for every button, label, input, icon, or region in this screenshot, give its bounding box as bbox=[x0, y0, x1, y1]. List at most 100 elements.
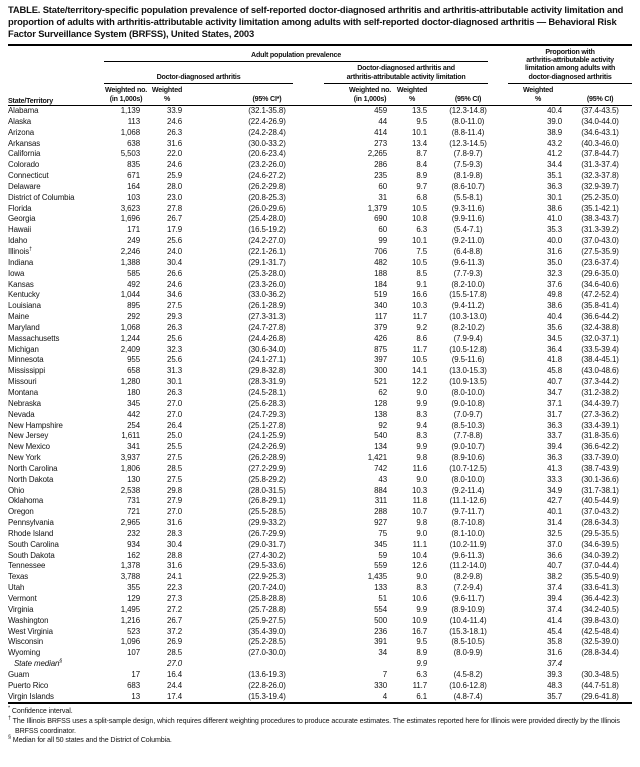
table-cell: 24.4 bbox=[167, 680, 182, 690]
state-name: Florida bbox=[8, 203, 32, 213]
table-cell: (47.2-52.4) bbox=[581, 290, 619, 300]
table-cell: 34.5 bbox=[547, 333, 563, 343]
table-cell: (39.8-43.0) bbox=[581, 615, 619, 625]
table-cell: (15.5-17.8) bbox=[449, 290, 487, 300]
table-row: Virgin Islands 13 17.4 (15.3-19.4) 4 6.1 (4.8-… bbox=[8, 692, 632, 704]
table-cell: 31.6 bbox=[547, 247, 563, 257]
table-row: Texas 3,788 24.1 (22.9-25.3) 1,435 9.0 (8.2-9.… bbox=[8, 572, 632, 583]
table-cell: (9.0-10.7) bbox=[451, 442, 485, 452]
table-cell: 40.4 bbox=[547, 312, 563, 322]
state-name: New York bbox=[8, 453, 41, 463]
table-cell: 6.3 bbox=[416, 225, 427, 235]
table-cell: 171 bbox=[127, 225, 140, 235]
table-row: Nebraska 345 27.0 (25.6-28.3) 128 9.9 (9.0-10.… bbox=[8, 399, 632, 410]
table-cell: 48.3 bbox=[547, 680, 563, 690]
table-row: Delaware 164 28.0 (26.2-29.8) 60 9.7 (8.6-10.7… bbox=[8, 182, 632, 193]
table-cell: 92 bbox=[378, 420, 387, 430]
table-cell: 934 bbox=[127, 539, 140, 549]
table-row: Montana 180 26.3 (24.5-28.1) 62 9.0 (8.0-10.0)… bbox=[8, 388, 632, 399]
table-cell: (13.6-19.3) bbox=[248, 669, 286, 679]
header-weighted-pct-2: Weighted % bbox=[392, 84, 432, 107]
table-cell: (6.4-8.8) bbox=[453, 247, 483, 257]
table-cell: 10.5 bbox=[412, 355, 427, 365]
state-name: Michigan bbox=[8, 344, 39, 354]
table-cell: 36.3 bbox=[547, 453, 563, 463]
table-cell: 2,538 bbox=[120, 485, 140, 495]
table-cell: (36.4-42.3) bbox=[581, 594, 619, 604]
table-cell: (7.8-9.7) bbox=[453, 149, 483, 159]
table-cell: 25.6 bbox=[167, 236, 182, 246]
state-name: Kansas bbox=[8, 279, 34, 289]
table-cell: (32.4-38.8) bbox=[581, 322, 619, 332]
state-name: Alabama bbox=[8, 106, 39, 116]
table-cell: 133 bbox=[374, 583, 387, 593]
table-cell: 31.6 bbox=[167, 138, 182, 148]
table-cell: 26.4 bbox=[167, 420, 182, 430]
table-cell: 188 bbox=[374, 268, 387, 278]
table-cell: (8.9-10.9) bbox=[451, 604, 485, 614]
table-cell: 44 bbox=[378, 116, 387, 126]
table-cell: 5,503 bbox=[120, 149, 140, 159]
table-cell: 690 bbox=[374, 214, 387, 224]
table-row: Alaska 113 24.6 (22.4-26.9) 44 9.5 (8.0-11.0) 3… bbox=[8, 117, 632, 128]
table-cell: 254 bbox=[127, 420, 140, 430]
table-cell: 164 bbox=[127, 181, 140, 191]
table-cell: (9.0-10.8) bbox=[451, 398, 485, 408]
table-cell: (31.3-37.4) bbox=[581, 160, 619, 170]
table-cell: (4.5-8.2) bbox=[453, 669, 483, 679]
table-cell: 658 bbox=[127, 366, 140, 376]
table-cell: 554 bbox=[374, 604, 387, 614]
table-cell: (32.0-37.1) bbox=[581, 333, 619, 343]
table-cell: (25.9-27.5) bbox=[248, 615, 286, 625]
state-name: District of Columbia bbox=[8, 192, 75, 202]
table-cell: 34.7 bbox=[547, 387, 563, 397]
table-cell: (10.2-11.9) bbox=[449, 539, 487, 549]
table-cell: 29.3 bbox=[167, 312, 182, 322]
table-cell: 9.4 bbox=[416, 420, 427, 430]
state-name: California bbox=[8, 149, 41, 159]
table-cell: 39.4 bbox=[547, 594, 563, 604]
table-cell: 41.0 bbox=[547, 214, 563, 224]
table-cell: (25.8-29.2) bbox=[248, 474, 286, 484]
table-cell: 10.3 bbox=[412, 301, 427, 311]
table-cell: 34.4 bbox=[547, 160, 563, 170]
table-cell: 3,937 bbox=[120, 453, 140, 463]
table-cell: (9.6-11.3) bbox=[451, 550, 485, 560]
table-cell: (25.2-35.0) bbox=[581, 192, 619, 202]
header-ci-3: (95% CI) bbox=[568, 84, 633, 107]
table-cell: 927 bbox=[374, 518, 387, 528]
table-cell: 355 bbox=[127, 583, 140, 593]
state-name: Rhode Island bbox=[8, 528, 54, 538]
table-cell: (32.1-35.8) bbox=[248, 106, 286, 116]
table-cell: 14.1 bbox=[412, 366, 427, 376]
table-cell: 345 bbox=[127, 398, 140, 408]
table-cell: 25.6 bbox=[167, 355, 182, 365]
table-cell: 3,623 bbox=[120, 203, 140, 213]
table-cell: 162 bbox=[127, 550, 140, 560]
table-cell: 27.3 bbox=[167, 594, 182, 604]
table-cell: 3,788 bbox=[120, 572, 140, 582]
table-cell: 10.5 bbox=[412, 203, 427, 213]
table-cell: 184 bbox=[374, 279, 387, 289]
table-body: Alabama 1,139 33.9 (32.1-35.8) 459 13.5 (12.3-… bbox=[8, 106, 632, 704]
table-cell: 9.5 bbox=[416, 116, 427, 126]
table-cell: 130 bbox=[127, 474, 140, 484]
state-name: North Dakota bbox=[8, 474, 54, 484]
table-cell: (29.6-35.0) bbox=[581, 268, 619, 278]
table-row: Illinois† 2,246 24.0 (22.1-26.1) 706 7.5 (6.4-… bbox=[8, 247, 632, 258]
table-cell: 10.1 bbox=[412, 236, 427, 246]
table-cell: 27.0 bbox=[167, 409, 182, 419]
table-cell: (31.7-38.1) bbox=[581, 485, 619, 495]
table-cell: 41.4 bbox=[547, 615, 563, 625]
table-cell: (22.9-25.3) bbox=[248, 572, 286, 582]
table-cell: 26.7 bbox=[167, 615, 182, 625]
state-name: Colorado bbox=[8, 160, 40, 170]
table-row: Ohio 2,538 29.8 (28.0-31.5) 884 10.3 (9.2-11.4… bbox=[8, 486, 632, 497]
table-cell: 25.0 bbox=[167, 431, 182, 441]
table-cell: 30.4 bbox=[167, 539, 182, 549]
table-cell: 1,495 bbox=[120, 604, 140, 614]
table-cell: (8.2-9.8) bbox=[453, 572, 483, 582]
table-cell: 10.4 bbox=[412, 550, 427, 560]
table-cell: (4.8-7.4) bbox=[453, 691, 483, 701]
table-cell: 31.6 bbox=[167, 561, 182, 571]
